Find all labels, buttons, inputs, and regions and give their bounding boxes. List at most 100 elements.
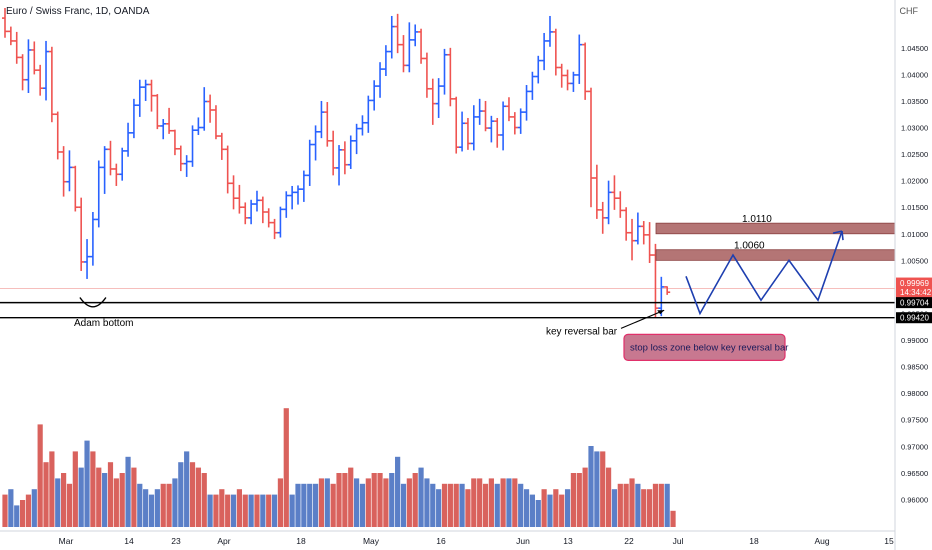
volume-bar xyxy=(154,489,160,527)
x-tick-label: 15 xyxy=(884,536,894,546)
price-tag-value: 0.99420 xyxy=(900,314,929,323)
volume-bar xyxy=(594,451,600,527)
ohlc-bar xyxy=(330,130,337,176)
ohlc-bar xyxy=(78,197,85,271)
volume-bar xyxy=(406,478,412,527)
volume-bar xyxy=(553,489,559,527)
ohlc-bar xyxy=(541,32,548,71)
ohlc-bar xyxy=(212,105,219,140)
ohlc-bar xyxy=(13,31,20,64)
volume-bar xyxy=(348,467,354,527)
volume-bar xyxy=(582,467,588,527)
key-reversal-pointer xyxy=(620,309,665,329)
ohlc-bar xyxy=(482,100,489,132)
ohlc-bar xyxy=(400,35,407,73)
y-tick-label: 0.97500 xyxy=(901,416,928,425)
volume-bar xyxy=(49,451,55,527)
ohlc-bar xyxy=(324,102,331,147)
ohlc-bar xyxy=(505,97,512,122)
ohlc-bar xyxy=(160,119,167,140)
ohlc-bar xyxy=(107,140,114,176)
volume-bar xyxy=(547,494,553,527)
x-tick-label: 16 xyxy=(436,536,446,546)
ohlc-bar xyxy=(295,185,301,205)
x-tick-label: 18 xyxy=(749,536,759,546)
ohlc-bar xyxy=(43,40,50,101)
volume-bar xyxy=(389,473,395,527)
volume-bar xyxy=(652,483,659,527)
ohlc-bar xyxy=(359,115,366,136)
resistance-zone xyxy=(655,249,896,261)
volume-bar xyxy=(184,451,190,527)
volume-bar xyxy=(61,473,67,527)
y-tick-label: 0.99000 xyxy=(901,336,928,345)
volume-bar xyxy=(647,489,653,527)
volume-bar xyxy=(424,478,430,527)
volume-bar xyxy=(488,478,494,527)
stop-loss-box xyxy=(623,333,786,361)
ohlc-bar xyxy=(125,122,132,157)
volume-bar xyxy=(125,456,131,527)
x-tick-label: Jul xyxy=(673,536,684,546)
ohlc-bar xyxy=(31,41,38,75)
ohlc-bar xyxy=(236,184,243,214)
y-tick-label: 1.02000 xyxy=(901,177,928,186)
volume-bar xyxy=(78,467,84,527)
volume-bar xyxy=(471,478,477,527)
volume-bar xyxy=(2,494,8,527)
ohlc-bar xyxy=(435,78,442,118)
ohlc-bar xyxy=(218,132,225,160)
ohlc-bar xyxy=(177,145,184,172)
ohlc-bar xyxy=(195,117,202,135)
ohlc-bar xyxy=(494,117,501,148)
ohlc-bar xyxy=(658,276,665,317)
volume-bar xyxy=(295,483,301,527)
x-tick-label: 13 xyxy=(563,536,573,546)
ohlc-bar xyxy=(382,45,389,76)
volume-bar xyxy=(354,478,360,527)
ohlc-bar xyxy=(66,150,73,192)
ohlc-bar xyxy=(72,165,79,212)
ohlc-bar xyxy=(535,55,542,84)
y-tick-label: 0.96000 xyxy=(901,495,928,504)
ohlc-bar xyxy=(500,101,507,151)
volume-bar xyxy=(377,473,383,527)
volume-bar xyxy=(629,478,635,527)
volume-bar xyxy=(635,483,641,527)
ohlc-bar xyxy=(464,117,471,150)
ohlc-bar xyxy=(412,24,419,47)
y-tick-label: 1.04500 xyxy=(901,44,928,53)
ohlc-bar xyxy=(113,163,120,186)
volume-bar xyxy=(72,451,78,527)
x-tick-label: 18 xyxy=(296,536,306,546)
y-tick-label: 1.03000 xyxy=(901,124,928,133)
ohlc-bar xyxy=(377,62,384,98)
ohlc-bar xyxy=(529,71,536,100)
ohlc-bar xyxy=(277,206,284,238)
ohlc-bar xyxy=(242,202,249,225)
time-axis[interactable]: Mar 14 23 Apr 18 May 16 Jun 13 22 Jul 18 Aug 15 xyxy=(0,530,895,546)
y-tick-label: 0.96500 xyxy=(901,469,928,478)
price-tag xyxy=(896,277,932,298)
volume-bar xyxy=(107,462,114,527)
x-tick-label: Mar xyxy=(59,536,74,546)
volume-bar xyxy=(195,467,201,527)
ohlc-bar xyxy=(148,79,155,112)
y-tick-label: 1.02500 xyxy=(901,150,928,159)
price-axis[interactable]: 1.04500 1.04000 1.03500 1.03000 1.02500 1.020… xyxy=(894,0,932,550)
ohlc-bar xyxy=(552,28,559,76)
ohlc-bar xyxy=(582,42,589,100)
chart-symbol-title: Euro / Swiss Franc, 1D, OANDA xyxy=(6,6,150,17)
ohlc-bar xyxy=(546,15,553,47)
y-tick-label: 1.01000 xyxy=(901,230,928,239)
ohlc-bar xyxy=(429,78,436,125)
volume-bar xyxy=(283,408,289,527)
volume-bar xyxy=(400,483,407,527)
volume-bar xyxy=(201,473,207,527)
volume-bar xyxy=(254,494,260,527)
ohlc-bar xyxy=(248,199,255,225)
volume-bar xyxy=(623,483,629,527)
ohlc-bar xyxy=(101,146,108,194)
price-tag-time: 14:34:42 xyxy=(900,288,932,297)
